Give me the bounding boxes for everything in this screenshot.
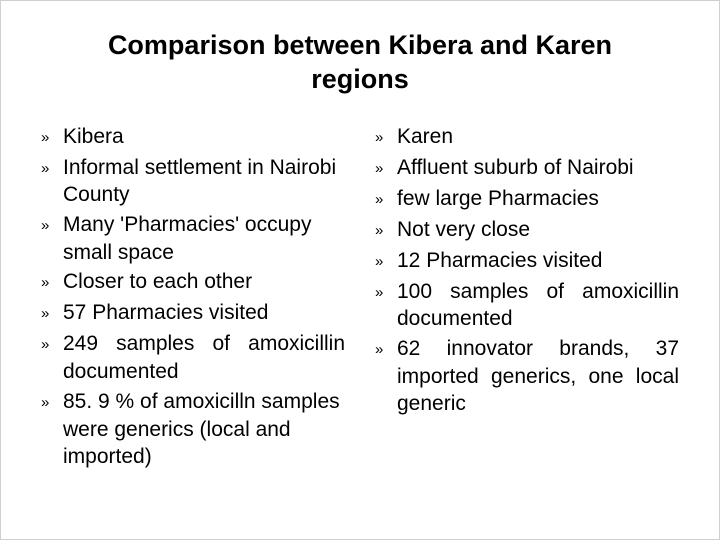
- bullet-icon: »: [41, 268, 63, 297]
- slide-title: Comparison between Kibera and Karen regi…: [41, 29, 679, 97]
- bullet-icon: »: [375, 247, 397, 276]
- bullet-icon: »: [41, 154, 63, 183]
- list-item-text: Informal settlement in Nairobi County: [63, 154, 345, 209]
- bullet-icon: »: [41, 299, 63, 328]
- list-item: »Informal settlement in Nairobi County: [41, 154, 345, 209]
- list-item-text: 85. 9 % of amoxicilln samples were gener…: [63, 388, 345, 471]
- list-item: » few large Pharmacies: [375, 185, 679, 214]
- bullet-icon: »: [41, 123, 63, 152]
- bullet-icon: »: [375, 185, 397, 214]
- list-item-text: Affluent suburb of Nairobi: [397, 154, 679, 182]
- list-item-text: Karen: [397, 123, 679, 151]
- list-item: »Closer to each other: [41, 268, 345, 297]
- bullet-icon: »: [41, 388, 63, 417]
- slide: Comparison between Kibera and Karen regi…: [1, 1, 719, 539]
- list-item: »100 samples of amoxicillin documented: [375, 278, 679, 333]
- list-item: »Karen: [375, 123, 679, 152]
- list-item-text: Kibera: [63, 123, 345, 151]
- list-item-text: 249 samples of amoxicillin documented: [63, 330, 345, 385]
- bullet-icon: »: [375, 278, 397, 307]
- list-item: »Kibera: [41, 123, 345, 152]
- list-item: »57 Pharmacies visited: [41, 299, 345, 328]
- bullet-icon: »: [41, 211, 63, 240]
- list-item-text: 12 Pharmacies visited: [397, 247, 679, 275]
- right-column: »Karen»Affluent suburb of Nairobi» few l…: [375, 123, 679, 473]
- bullet-icon: »: [375, 123, 397, 152]
- bullet-icon: »: [41, 330, 63, 359]
- list-item-text: Closer to each other: [63, 268, 345, 296]
- list-item-text: 62 innovator brands, 37 imported generic…: [397, 335, 679, 418]
- bullet-icon: »: [375, 335, 397, 364]
- list-item: »12 Pharmacies visited: [375, 247, 679, 276]
- list-item-text: Not very close: [397, 216, 679, 244]
- list-item: »62 innovator brands, 37 imported generi…: [375, 335, 679, 418]
- list-item: »85. 9 % of amoxicilln samples were gene…: [41, 388, 345, 471]
- list-item-text: few large Pharmacies: [397, 185, 679, 213]
- list-item: »Affluent suburb of Nairobi: [375, 154, 679, 183]
- list-item-text: 100 samples of amoxicillin documented: [397, 278, 679, 333]
- list-item-text: 57 Pharmacies visited: [63, 299, 345, 327]
- list-item-text: Many 'Pharmacies' occupy small space: [63, 211, 345, 266]
- columns-container: »Kibera»Informal settlement in Nairobi C…: [41, 123, 679, 473]
- list-item: »Not very close: [375, 216, 679, 245]
- bullet-icon: »: [375, 216, 397, 245]
- list-item: »Many 'Pharmacies' occupy small space: [41, 211, 345, 266]
- left-column: »Kibera»Informal settlement in Nairobi C…: [41, 123, 345, 473]
- list-item: »249 samples of amoxicillin documented: [41, 330, 345, 385]
- bullet-icon: »: [375, 154, 397, 183]
